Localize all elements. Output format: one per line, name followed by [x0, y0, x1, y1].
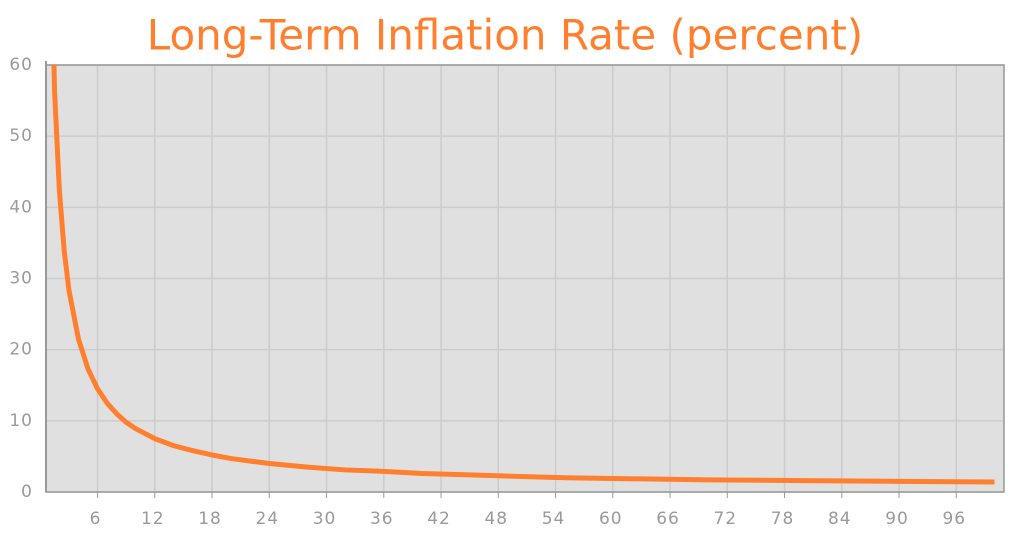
y-tick-label: 10: [9, 411, 33, 431]
y-tick-label: 0: [21, 482, 33, 502]
x-tick-label: 96: [942, 509, 966, 529]
y-tick-label: 50: [9, 126, 33, 146]
y-tick-label: 40: [9, 197, 33, 217]
x-tick-label: 54: [542, 509, 566, 529]
line: [51, 65, 995, 485]
y-tick-label: 30: [9, 269, 33, 289]
x-tick-label: 60: [599, 509, 623, 529]
chart-title: Long-Term Inflation Rate (percent): [147, 11, 863, 60]
y-tick-label: 20: [9, 340, 33, 360]
y-tick-label: 60: [9, 55, 33, 75]
x-tick-label: 48: [484, 509, 508, 529]
x-tick-label: 36: [370, 509, 394, 529]
x-tick-label: 12: [141, 509, 165, 529]
x-tick-label: 6: [90, 509, 102, 529]
x-tick-label: 78: [771, 509, 795, 529]
x-tick-label: 84: [828, 509, 852, 529]
x-tick-label: 18: [198, 509, 222, 529]
x-tick-label: 42: [427, 509, 451, 529]
x-tick-label: 72: [713, 509, 737, 529]
x-tick-label: 30: [313, 509, 337, 529]
x-tick-label: 66: [656, 509, 680, 529]
x-tick-label: 24: [255, 509, 279, 529]
x-tick-label: 90: [885, 509, 909, 529]
